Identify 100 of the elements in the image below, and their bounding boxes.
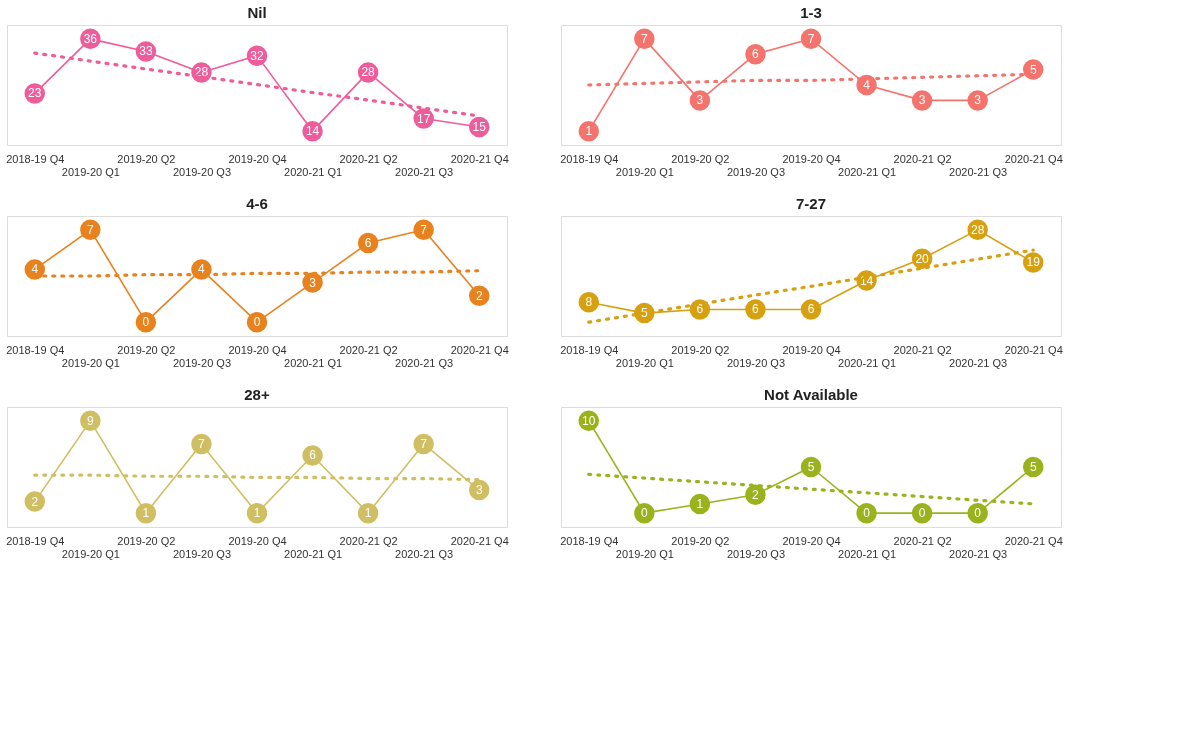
data-label: 36 [83, 31, 98, 46]
x-tick-label: 2019-20 Q2 [671, 343, 730, 356]
data-label: 1 [142, 506, 150, 521]
data-label: 5 [1029, 460, 1037, 474]
data-label: 10 [582, 413, 596, 428]
x-tick-label: 2020-21 Q1 [838, 356, 897, 369]
x-tick-label: 2019-20 Q4 [782, 534, 841, 547]
data-label: 28 [361, 65, 376, 80]
data-label: 7 [420, 436, 428, 451]
data-label: 0 [142, 315, 150, 330]
data-label: 7 [86, 222, 94, 237]
x-tick-label: 2020-21 Q1 [284, 547, 343, 560]
chart-title: 1-3 [800, 4, 822, 21]
data-label: 2 [752, 487, 760, 502]
data-label: 8 [585, 295, 593, 310]
x-tick-label: 2019-20 Q4 [228, 343, 287, 356]
x-tick-label: 2019-20 Q3 [172, 547, 231, 560]
data-label: 3 [918, 93, 926, 108]
x-tick-label: 2020-21 Q2 [893, 343, 952, 356]
data-label: 5 [640, 306, 648, 321]
data-label: 4 [198, 262, 206, 277]
data-label: 3 [974, 93, 982, 108]
data-label: 0 [918, 506, 926, 521]
x-tick-label: 2020-21 Q2 [339, 152, 398, 165]
chart-title: 7-27 [795, 195, 827, 212]
x-tick-label: 2020-21 Q4 [450, 152, 509, 165]
data-label: 28 [970, 222, 985, 237]
data-label: 20 [915, 251, 930, 266]
chart-title: Nil [247, 4, 267, 21]
data-label: 15 [472, 119, 487, 134]
data-label: 6 [807, 302, 815, 317]
x-tick-label: 2018-19 Q4 [560, 534, 619, 547]
data-label: 32 [250, 48, 264, 63]
data-label: 6 [696, 302, 704, 317]
x-tick-label: 2019-20 Q2 [671, 152, 730, 165]
x-tick-label: 2020-21 Q3 [395, 165, 454, 178]
data-label: 1 [585, 124, 593, 139]
data-label: 6 [752, 47, 760, 62]
data-label: 1 [364, 506, 372, 521]
x-tick-label: 2018-19 Q4 [560, 343, 619, 356]
data-label: 14 [305, 124, 320, 139]
data-label: 0 [253, 315, 261, 330]
data-label: 7 [420, 222, 428, 237]
x-tick-label: 2019-20 Q4 [228, 152, 287, 165]
x-tick-label: 2019-20 Q3 [726, 165, 785, 178]
x-tick-label: 2019-20 Q1 [615, 165, 674, 178]
data-label: 5 [807, 460, 815, 474]
data-label: 3 [475, 483, 483, 498]
data-label: 1 [696, 496, 704, 511]
x-tick-label: 2019-20 Q2 [671, 534, 730, 547]
x-tick-label: 2020-21 Q1 [838, 165, 897, 178]
x-tick-label: 2019-20 Q2 [117, 152, 176, 165]
data-label: 23 [28, 86, 42, 101]
data-label: 5 [1029, 62, 1037, 77]
data-label: 2 [475, 288, 483, 303]
x-tick-label: 2019-20 Q4 [228, 534, 287, 547]
data-label: 4 [31, 262, 39, 277]
x-tick-label: 2018-19 Q4 [6, 534, 65, 547]
x-tick-label: 2020-21 Q2 [893, 534, 952, 547]
x-tick-label: 2018-19 Q4 [6, 152, 65, 165]
data-label: 19 [1026, 255, 1041, 270]
data-label: 2 [31, 494, 39, 509]
data-label: 3 [696, 93, 704, 108]
x-tick-label: 2020-21 Q4 [450, 343, 509, 356]
x-tick-label: 2019-20 Q1 [615, 547, 674, 560]
x-tick-label: 2020-21 Q4 [1004, 343, 1063, 356]
chart-title: 4-6 [246, 195, 268, 212]
data-label: 7 [807, 31, 815, 46]
x-tick-label: 2018-19 Q4 [560, 152, 619, 165]
x-tick-label: 2019-20 Q4 [782, 343, 841, 356]
data-label: 4 [863, 78, 871, 92]
data-label: 17 [416, 111, 431, 126]
data-label: 33 [139, 44, 153, 59]
x-tick-label: 2020-21 Q4 [450, 534, 509, 547]
x-tick-label: 2019-20 Q1 [615, 356, 674, 369]
x-tick-label: 2020-21 Q2 [339, 534, 398, 547]
x-tick-label: 2019-20 Q2 [117, 343, 176, 356]
x-tick-label: 2019-20 Q1 [61, 356, 120, 369]
x-tick-label: 2019-20 Q3 [172, 356, 231, 369]
x-tick-label: 2020-21 Q2 [339, 343, 398, 356]
x-tick-label: 2020-21 Q3 [949, 356, 1008, 369]
chart-title: 28+ [244, 386, 270, 403]
data-label: 7 [198, 436, 206, 451]
x-tick-label: 2019-20 Q1 [61, 165, 120, 178]
x-tick-label: 2020-21 Q3 [395, 356, 454, 369]
x-tick-label: 2019-20 Q4 [782, 152, 841, 165]
data-label: 6 [752, 302, 760, 317]
x-tick-label: 2019-20 Q1 [61, 547, 120, 560]
x-tick-label: 2020-21 Q1 [838, 547, 897, 560]
x-tick-label: 2020-21 Q1 [284, 356, 343, 369]
x-tick-label: 2020-21 Q1 [284, 165, 343, 178]
x-tick-label: 2018-19 Q4 [6, 343, 65, 356]
data-label: 1 [253, 506, 261, 521]
x-tick-label: 2020-21 Q2 [893, 152, 952, 165]
x-tick-label: 2019-20 Q3 [726, 356, 785, 369]
data-label: 7 [640, 31, 648, 46]
data-label: 0 [640, 506, 648, 521]
data-label: 6 [364, 236, 372, 251]
data-label: 0 [863, 506, 871, 521]
data-label: 9 [86, 413, 94, 428]
